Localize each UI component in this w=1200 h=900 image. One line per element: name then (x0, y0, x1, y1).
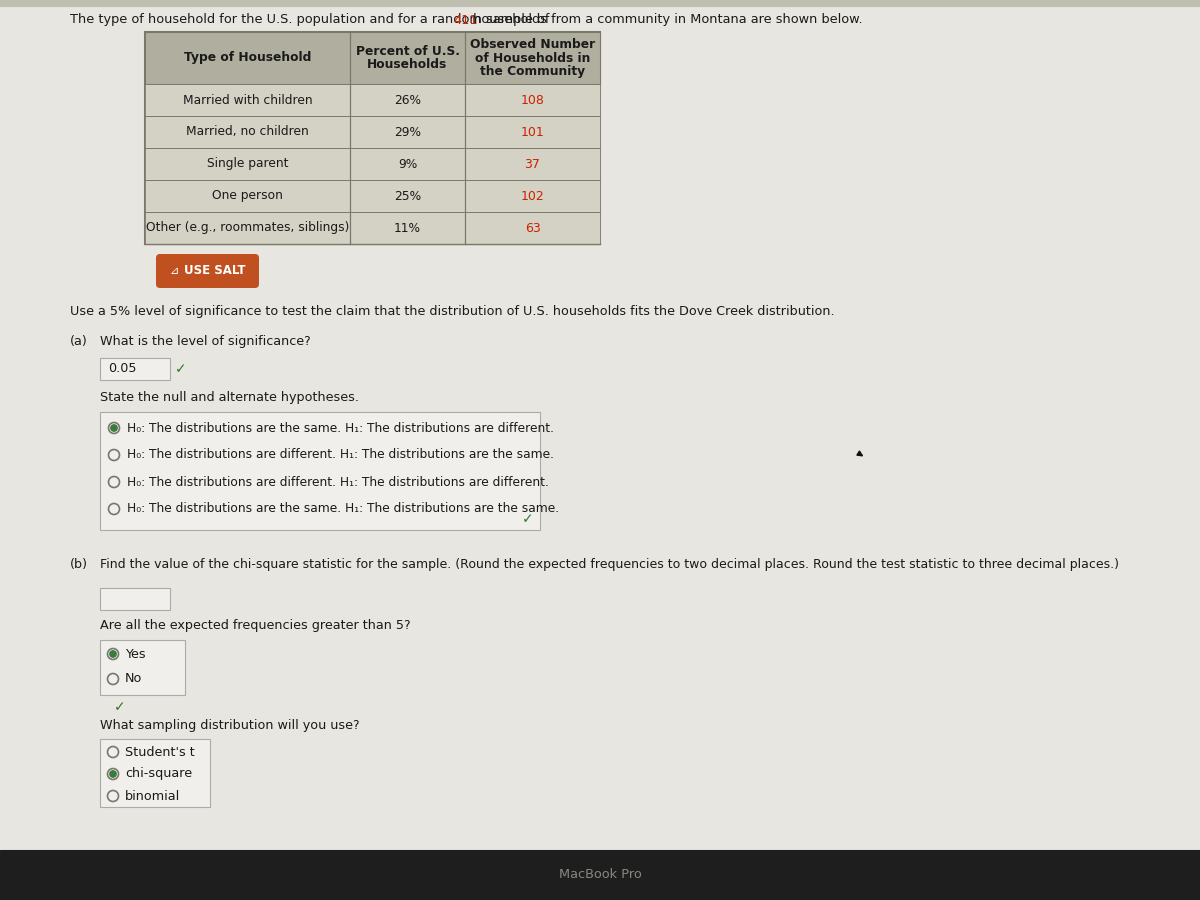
Text: 63: 63 (524, 221, 540, 235)
Text: What is the level of significance?: What is the level of significance? (100, 336, 311, 348)
Bar (145, 84, 600, 116)
Text: Single parent: Single parent (206, 158, 288, 170)
Text: 37: 37 (524, 158, 540, 170)
Text: H₀: The distributions are different. H₁: The distributions are the same.: H₀: The distributions are different. H₁:… (127, 448, 554, 462)
Text: ⊿: ⊿ (169, 266, 179, 276)
Text: One person: One person (212, 190, 283, 203)
Text: 29%: 29% (394, 125, 421, 139)
Text: (a): (a) (70, 336, 88, 348)
Text: The type of household for the U.S. population and for a random sample of: The type of household for the U.S. popul… (70, 14, 553, 26)
Text: What sampling distribution will you use?: What sampling distribution will you use? (100, 718, 360, 732)
Text: the Community: the Community (480, 65, 586, 77)
Bar (100, 640, 185, 695)
Text: 411: 411 (454, 14, 478, 26)
Bar (100, 739, 210, 807)
Text: Married, no children: Married, no children (186, 125, 308, 139)
Bar (100, 588, 170, 610)
Circle shape (110, 425, 118, 431)
Text: 25%: 25% (394, 190, 421, 203)
Bar (100, 412, 540, 530)
Text: ✓: ✓ (175, 362, 187, 376)
Text: Student's t: Student's t (125, 745, 194, 759)
Bar (145, 212, 600, 244)
Bar (145, 148, 600, 180)
Bar (145, 32, 600, 84)
Text: 26%: 26% (394, 94, 421, 106)
Text: 108: 108 (521, 94, 545, 106)
Text: MacBook Pro: MacBook Pro (559, 868, 641, 881)
Text: Married with children: Married with children (182, 94, 312, 106)
Text: 11%: 11% (394, 221, 421, 235)
Text: (b): (b) (70, 558, 88, 571)
Bar (145, 32, 600, 244)
Text: H₀: The distributions are the same. H₁: The distributions are the same.: H₀: The distributions are the same. H₁: … (127, 502, 559, 516)
Text: 102: 102 (521, 190, 545, 203)
FancyBboxPatch shape (156, 254, 259, 288)
Bar (0, 850, 1200, 900)
Text: chi-square: chi-square (125, 768, 192, 780)
Text: H₀: The distributions are different. H₁: The distributions are different.: H₀: The distributions are different. H₁:… (127, 475, 548, 489)
Text: 9%: 9% (398, 158, 418, 170)
Bar (100, 358, 170, 380)
Text: Observed Number: Observed Number (470, 39, 595, 51)
Text: ✓: ✓ (114, 700, 126, 714)
Text: USE SALT: USE SALT (185, 265, 246, 277)
Text: binomial: binomial (125, 789, 180, 803)
Circle shape (110, 651, 116, 657)
Circle shape (110, 770, 116, 778)
Text: Yes: Yes (125, 647, 145, 661)
Text: households from a community in Montana are shown below.: households from a community in Montana a… (469, 14, 863, 26)
Text: 101: 101 (521, 125, 545, 139)
Text: ✓: ✓ (522, 512, 534, 526)
Text: Are all the expected frequencies greater than 5?: Are all the expected frequencies greater… (100, 619, 410, 633)
Text: 0.05: 0.05 (108, 363, 137, 375)
Text: Percent of U.S.: Percent of U.S. (355, 45, 460, 58)
Text: of Households in: of Households in (475, 51, 590, 65)
Text: Households: Households (367, 58, 448, 71)
Text: State the null and alternate hypotheses.: State the null and alternate hypotheses. (100, 392, 359, 404)
Bar (145, 116, 600, 148)
Text: Use a 5% level of significance to test the claim that the distribution of U.S. h: Use a 5% level of significance to test t… (70, 305, 835, 319)
Text: Other (e.g., roommates, siblings): Other (e.g., roommates, siblings) (146, 221, 349, 235)
Text: H₀: The distributions are the same. H₁: The distributions are different.: H₀: The distributions are the same. H₁: … (127, 421, 554, 435)
Text: Type of Household: Type of Household (184, 51, 311, 65)
Bar (0, 0, 1200, 6)
Text: Find the value of the chi-square statistic for the sample. (Round the expected f: Find the value of the chi-square statist… (100, 558, 1120, 571)
Text: No: No (125, 672, 143, 686)
Bar (145, 180, 600, 212)
